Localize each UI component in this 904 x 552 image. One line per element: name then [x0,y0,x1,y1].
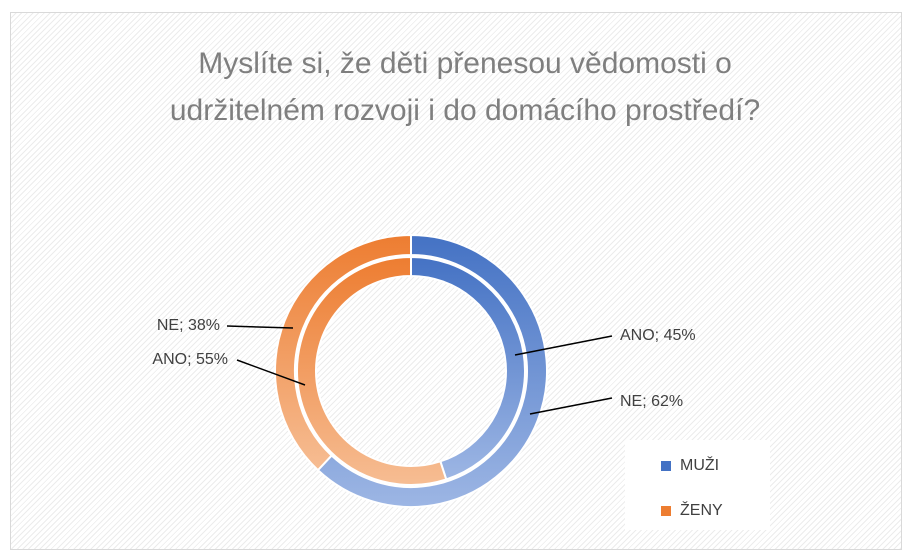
legend-label: ŽENY [680,500,723,519]
chart-title: Myslíte si, že děti přenesou vědomosti o… [169,47,761,127]
data-label: NE; 62% [620,393,683,410]
legend-label: MUŽI [680,455,719,474]
doughnut-segment [274,233,412,472]
data-label: ANO; 45% [620,327,696,344]
data-label: NE; 38% [157,317,220,334]
leader-line [226,325,294,329]
leader-line [514,335,613,356]
data-label: ANO; 55% [152,351,228,368]
legend-swatch [661,461,671,471]
doughnut-segment [296,255,448,486]
leader-line [529,397,613,415]
leader-line [236,359,306,386]
legend-box [625,440,770,530]
legend-swatch [661,506,671,516]
